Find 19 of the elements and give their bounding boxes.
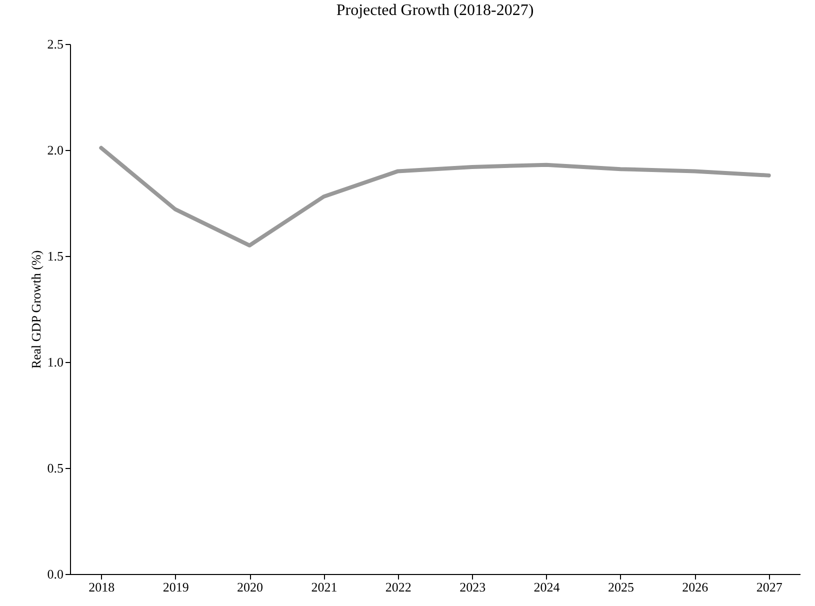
x-tick-label: 2023 [460, 580, 486, 594]
y-tick-label: 0.0 [47, 566, 64, 582]
y-tick-label: 2.0 [47, 142, 64, 158]
line-series [99, 146, 771, 248]
x-tick-label: 2027 [756, 580, 783, 594]
x-tick-label: 2020 [237, 580, 264, 594]
x-tick-label: 2024 [534, 580, 560, 594]
chart-title: Projected Growth (2018-2027) [336, 2, 534, 19]
x-tick-label: 2019 [162, 580, 189, 594]
y-tick-label: 2.5 [47, 36, 64, 52]
y-tick-label: 1.0 [47, 354, 64, 370]
x-tick-label: 2022 [385, 580, 412, 594]
y-axis-title: Real GDP Growth (%) [28, 250, 44, 369]
y-tick-label: 1.5 [47, 248, 64, 264]
x-tick-label: 2021 [311, 580, 338, 594]
x-tick-label: 2026 [682, 580, 709, 594]
x-tick-label: 2025 [608, 580, 634, 594]
x-tick-label: 2018 [88, 580, 115, 594]
y-tick-label: 0.5 [47, 460, 64, 476]
